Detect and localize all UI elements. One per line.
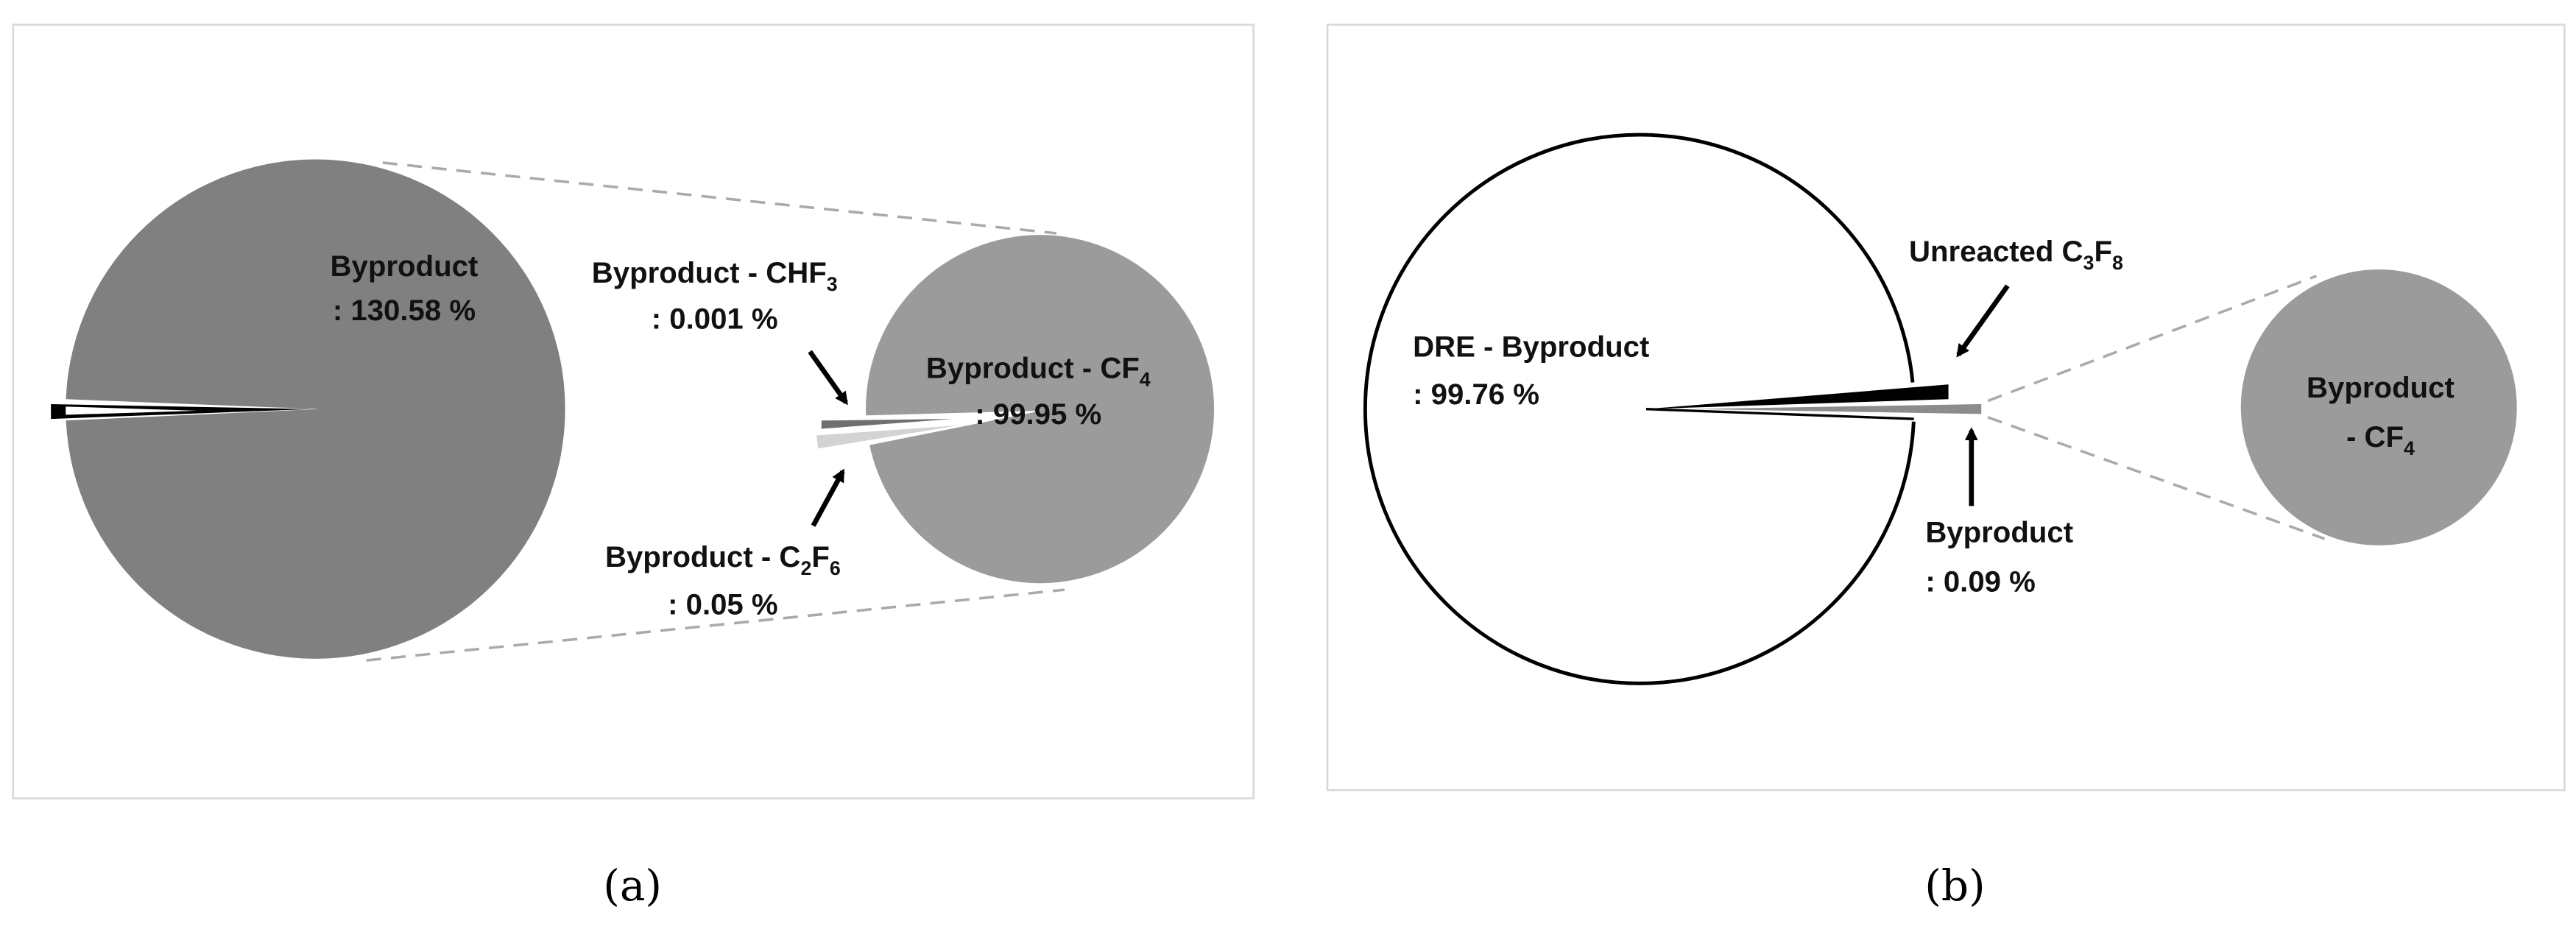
label-subpie-cf4-line1: Byproduct: [2307, 371, 2455, 404]
value-chf3: : 0.001 %: [652, 302, 778, 335]
subpie-slice-cf4: [2240, 269, 2517, 545]
connector-top: [1987, 275, 2318, 403]
pie-edge: [1645, 408, 1914, 420]
arrow-chf3: [808, 350, 848, 406]
value-byproduct: : 130.58 %: [333, 294, 476, 327]
panel-b-frame: [1326, 24, 2566, 791]
caption-a: (a): [603, 861, 662, 911]
value-c2f6: : 0.05 %: [668, 588, 778, 621]
subpie-slice-cf4: [866, 235, 1215, 584]
arrow-c2f6: [811, 468, 845, 527]
label-dre-byproduct: DRE - Byproduct: [1413, 330, 1649, 363]
value-cf4: : 99.95 %: [975, 398, 1101, 431]
pie-slice-byproduct: [1692, 403, 1982, 414]
value-dre-byproduct: : 99.76 %: [1413, 378, 1539, 411]
label-c2f6: Byproduct - C2F6: [605, 540, 841, 579]
pie-slice-other: [51, 403, 312, 420]
panel-b: Byproduct - CF4 DRE - Byproduct : 99.76 …: [1326, 24, 2566, 911]
panel-a: Byproduct : 130.58 % Byproduct - CF4 : 9…: [12, 24, 1255, 911]
caption-b: (b): [1924, 861, 1985, 911]
label-chf3: Byproduct - CHF3: [592, 256, 838, 295]
connector-bottom: [366, 588, 1065, 662]
arrow-unreacted: [1956, 284, 2010, 358]
label-byproduct: Byproduct: [1925, 515, 2073, 548]
label-unreacted-c3f8: Unreacted C3F8: [1909, 235, 2123, 274]
label-byproduct: Byproduct: [331, 250, 479, 283]
panel-a-frame: [12, 24, 1255, 799]
connector-bottom: [1987, 416, 2326, 540]
connector-top: [382, 161, 1057, 235]
pie-gap-inner: [66, 406, 197, 415]
label-cf4: Byproduct - CF4: [926, 351, 1151, 390]
label-subpie-cf4-line2: - CF4: [2346, 420, 2415, 459]
subpie-slice-c2f6: [816, 425, 958, 449]
value-byproduct: : 0.09 %: [1925, 565, 2036, 598]
